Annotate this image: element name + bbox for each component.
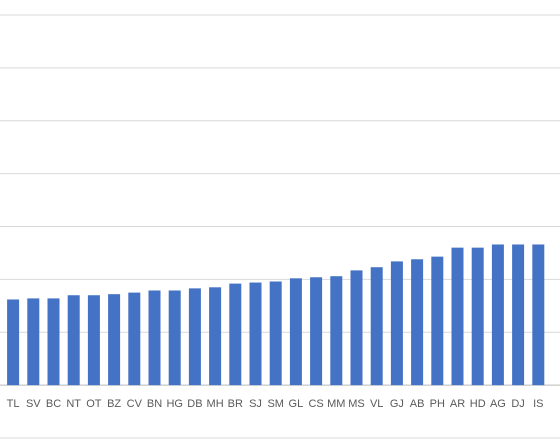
bar [451, 247, 464, 386]
x-tick-label: AG [490, 398, 506, 410]
x-tick-label: GJ [390, 398, 404, 410]
bar [370, 267, 383, 386]
bar [471, 247, 484, 386]
bar [491, 244, 504, 386]
x-tick-label: MS [348, 398, 365, 410]
x-tick-label: OT [86, 398, 102, 410]
bar [310, 277, 323, 386]
bar [67, 295, 80, 386]
x-tick-label: BN [147, 398, 162, 410]
x-tick-label: GL [289, 398, 304, 410]
x-tick-label: SV [26, 398, 41, 410]
x-tick-label: DJ [511, 398, 524, 410]
x-tick-label: BZ [107, 398, 121, 410]
x-tick-label: SM [267, 398, 284, 410]
x-tick-label: AR [450, 398, 465, 410]
bar [209, 287, 222, 386]
bar [350, 270, 363, 386]
bar [27, 298, 40, 386]
bar [269, 281, 282, 386]
x-tick-label: DB [187, 398, 202, 410]
x-tick-label: BR [228, 398, 243, 410]
x-tick-label: AB [410, 398, 425, 410]
bar [148, 290, 161, 386]
bar [330, 276, 343, 386]
x-tick-label: BC [46, 398, 61, 410]
x-tick-label: TL [7, 398, 20, 410]
bar [128, 292, 141, 386]
bar [532, 244, 545, 386]
bar [7, 299, 20, 386]
x-tick-label: MH [207, 398, 224, 410]
bar [512, 244, 525, 386]
x-tick-label: IS [533, 398, 543, 410]
bar [229, 283, 242, 386]
x-tick-label: PH [430, 398, 445, 410]
bar [289, 278, 302, 386]
x-tick-label: HG [166, 398, 183, 410]
bar [87, 295, 100, 386]
bar [188, 288, 201, 386]
x-tick-label: CS [308, 398, 323, 410]
x-tick-label: CV [127, 398, 143, 410]
bar [249, 282, 262, 386]
bar [108, 294, 121, 386]
bar [411, 259, 424, 386]
bar [47, 298, 60, 386]
x-tick-label: SJ [249, 398, 262, 410]
x-tick-label: HD [470, 398, 486, 410]
bar [431, 256, 444, 386]
bar [168, 290, 181, 386]
bar [390, 261, 403, 386]
x-tick-label: MM [327, 398, 345, 410]
x-tick-label: NT [66, 398, 81, 410]
x-tick-label: VL [370, 398, 383, 410]
